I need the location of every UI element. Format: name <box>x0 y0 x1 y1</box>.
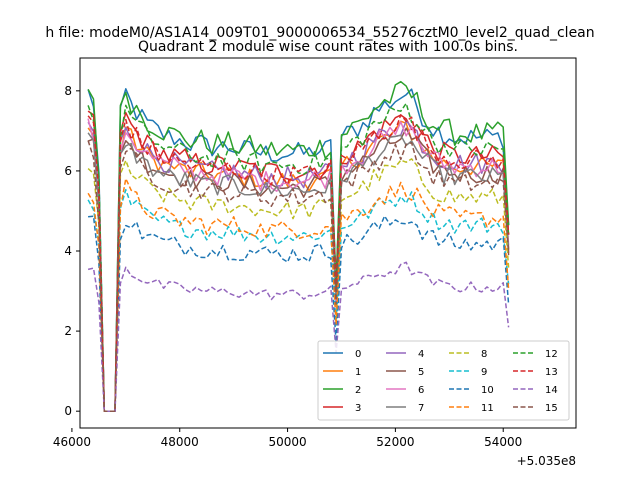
legend-frame <box>317 340 570 421</box>
legend-label-6: 6 <box>418 385 424 396</box>
x-tick-label: 50000 <box>268 435 306 449</box>
y-tick-label: 8 <box>64 84 72 98</box>
y-axis: 0 2 4 6 8 <box>64 84 80 418</box>
series-line-13 <box>87 114 510 412</box>
series-line-6 <box>87 118 510 412</box>
legend-label-8: 8 <box>481 349 487 360</box>
legend-label-10: 10 <box>481 385 494 396</box>
y-tick-label: 0 <box>64 404 72 418</box>
x-tick-label: 52000 <box>376 435 414 449</box>
series-line-11 <box>87 177 510 412</box>
x-tick-label: 48000 <box>161 435 199 449</box>
legend-label-9: 9 <box>481 367 487 378</box>
series-line-9 <box>87 188 510 412</box>
legend-label-2: 2 <box>355 385 361 396</box>
legend-label-12: 12 <box>545 349 558 360</box>
y-tick-label: 6 <box>64 164 72 178</box>
legend-label-1: 1 <box>355 367 361 378</box>
legend-label-5: 5 <box>418 367 424 378</box>
legend-label-4: 4 <box>418 349 424 360</box>
plot-frame <box>79 57 577 429</box>
x-offset-label: +5.035e8 <box>517 454 576 468</box>
chart-title: Quadrant 2 module wise count rates with … <box>138 39 518 55</box>
legend-label-3: 3 <box>355 403 361 414</box>
x-tick-label: 54000 <box>484 435 522 449</box>
legend-label-15: 15 <box>545 403 558 414</box>
series-line-10 <box>88 215 510 412</box>
legend-label-14: 14 <box>545 385 558 396</box>
series-line-0 <box>87 88 510 412</box>
legend-label-13: 13 <box>545 367 558 378</box>
series-layer <box>87 80 510 412</box>
x-tick-label: 46000 <box>53 435 91 449</box>
y-tick-label: 2 <box>64 324 72 338</box>
series-line-2 <box>87 80 510 412</box>
legend-label-7: 7 <box>418 403 424 414</box>
series-line-14 <box>87 261 510 412</box>
legend-label-0: 0 <box>355 349 361 360</box>
legend-label-11: 11 <box>481 403 494 414</box>
y-tick-label: 4 <box>64 244 72 258</box>
series-line-15 <box>87 140 510 412</box>
x-axis: 46000 48000 50000 52000 54000 <box>53 428 522 449</box>
chart-suptitle: h file: modeM0/AS1A14_009T01_9000006534_… <box>45 25 594 41</box>
series-line-12 <box>87 102 510 412</box>
series-line-8 <box>87 158 510 412</box>
